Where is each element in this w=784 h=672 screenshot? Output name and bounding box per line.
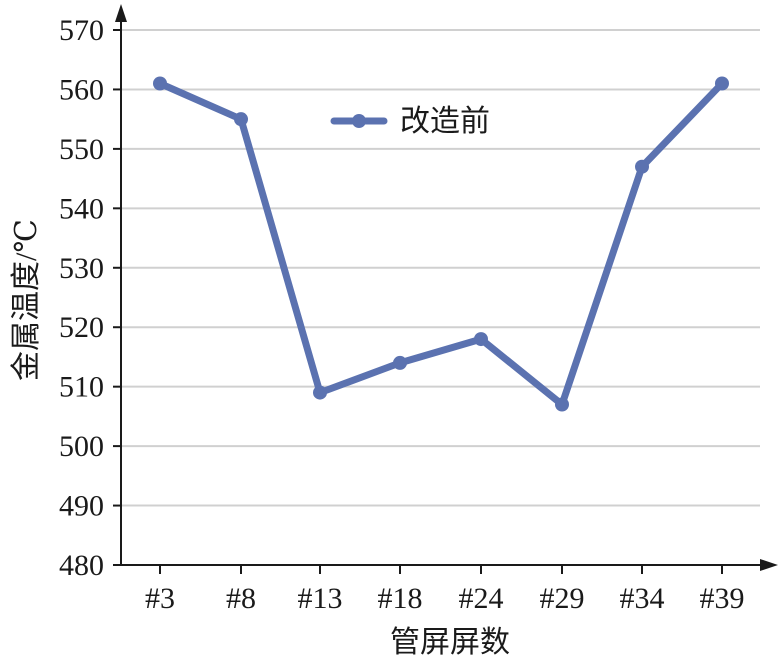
x-tick-label: #29 — [540, 582, 585, 615]
y-axis-title: 金属温度/℃ — [10, 219, 43, 381]
y-axis-arrow — [115, 4, 127, 22]
data-point — [555, 397, 569, 412]
data-point — [234, 112, 248, 127]
legend-label: 改造前 — [400, 105, 490, 138]
x-tick-label: #39 — [700, 582, 745, 615]
y-tick-label: 490 — [59, 490, 104, 523]
y-tick-label: 550 — [59, 133, 104, 166]
grid-lines — [121, 29, 760, 507]
x-axis-arrow — [760, 559, 778, 571]
x-tick-label: #8 — [226, 582, 256, 615]
data-point — [715, 76, 729, 91]
y-tick-label: 480 — [59, 549, 104, 582]
x-tick-label: #34 — [620, 582, 665, 615]
y-tick-label: 560 — [59, 73, 104, 106]
x-tick-label: #24 — [459, 582, 504, 615]
x-axis-title: 管屏屏数 — [390, 626, 510, 659]
y-tick-label: 540 — [59, 192, 104, 225]
y-tick-label: 510 — [59, 371, 104, 404]
y-tick-label: 520 — [59, 311, 104, 344]
data-point — [474, 332, 488, 347]
y-tick-label: 570 — [59, 14, 104, 47]
x-tick-label: #13 — [298, 582, 343, 615]
data-point — [313, 385, 327, 400]
data-series — [153, 76, 729, 412]
x-tick-label: #18 — [378, 582, 423, 615]
data-point — [153, 76, 167, 91]
y-tick-labels: 480 490 500 510 520 530 540 550 560 570 — [59, 14, 121, 582]
y-tick-label: 530 — [59, 252, 104, 285]
data-point — [393, 355, 407, 370]
data-point — [635, 159, 649, 174]
legend-point-marker — [352, 114, 366, 128]
x-tick-labels: #3 #8 #13 #18 #24 #29 #34 #39 — [145, 565, 745, 615]
axes — [115, 4, 778, 571]
x-tick-label: #3 — [145, 582, 175, 615]
y-tick-label: 500 — [59, 430, 104, 463]
legend: 改造前 — [330, 105, 490, 138]
series-line — [156, 80, 726, 408]
